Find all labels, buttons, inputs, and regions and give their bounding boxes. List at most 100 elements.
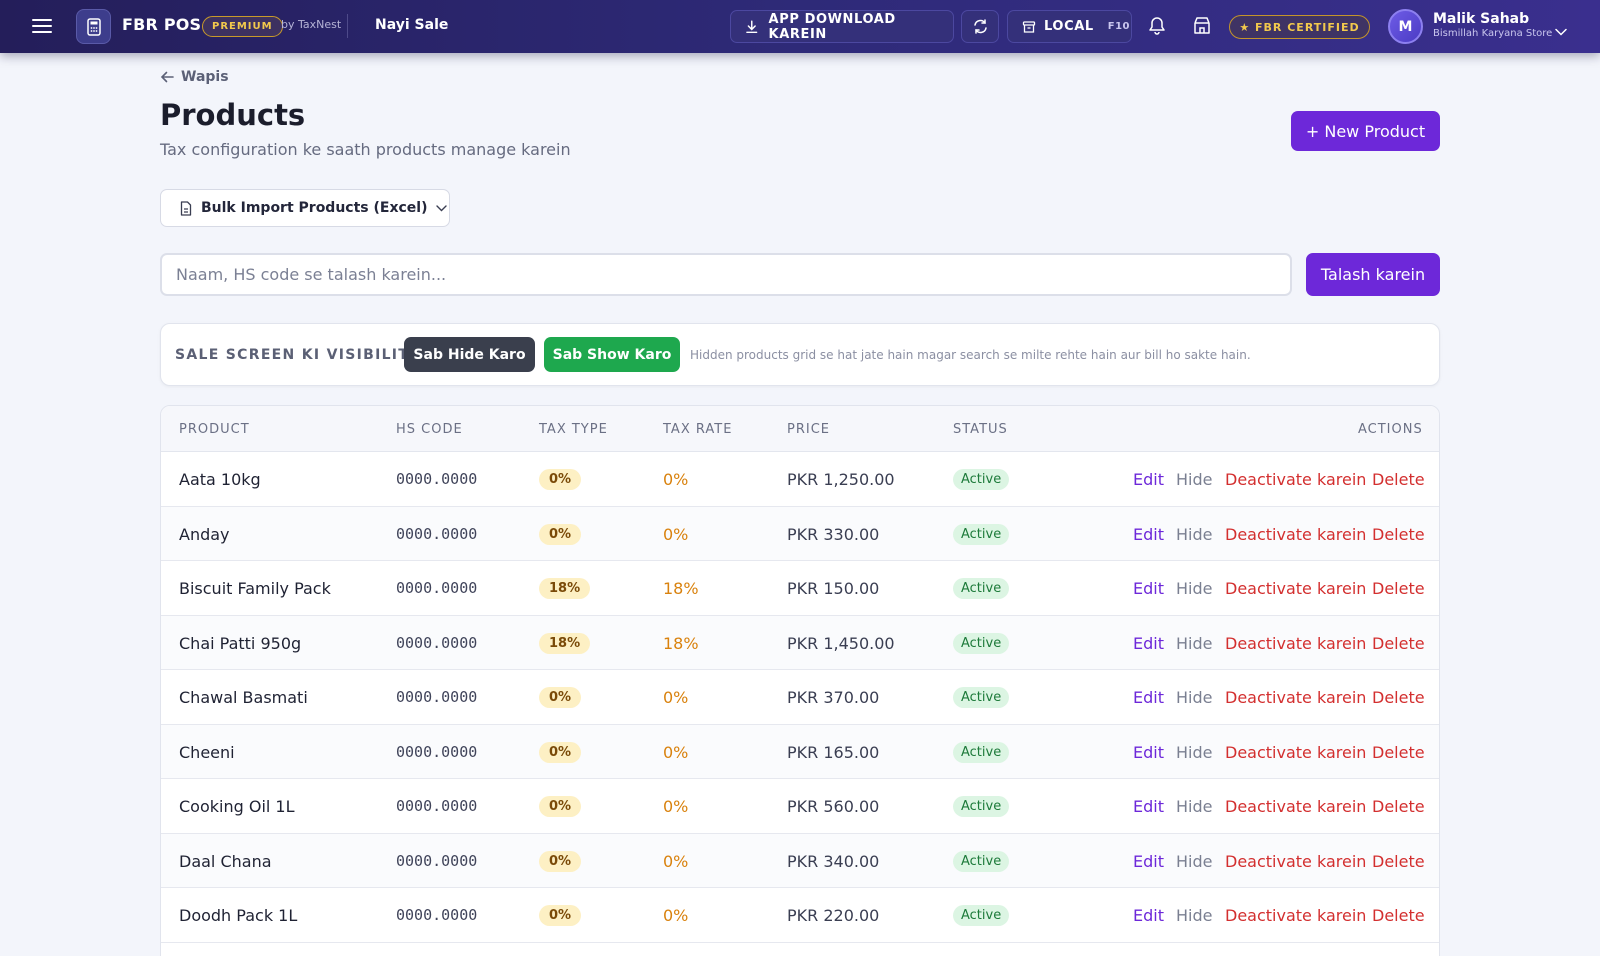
app-download-button[interactable]: APP DOWNLOAD KAREIN <box>730 10 954 43</box>
search-input[interactable] <box>160 253 1292 296</box>
tax-type-badge: 0% <box>539 741 582 763</box>
deactivate-button[interactable]: Deactivate karein <box>1225 633 1367 653</box>
tax-type-badge: 0% <box>539 469 582 490</box>
deactivate-button[interactable]: Deactivate karein <box>1225 524 1367 544</box>
back-label: Wapis <box>181 69 229 85</box>
show-all-button[interactable]: Sab Show Karo <box>544 337 680 372</box>
tax-type-badge: 0% <box>539 523 582 545</box>
page-title: Products <box>160 98 306 132</box>
table-row: Aata 10kg 0000.0000 0% 0% PKR 1,250.00 Active… <box>161 452 1439 507</box>
top-navigation-bar: FBR POS PREMIUM by TaxNest Nayi Sale APP… <box>0 0 1600 53</box>
status-badge: Active <box>953 741 1010 763</box>
visibility-hint: Hidden products grid se hat jate hain ma… <box>690 348 1251 362</box>
tax-rate: 0% <box>663 524 689 544</box>
edit-button[interactable]: Edit <box>1133 906 1164 925</box>
edit-button[interactable]: Edit <box>1133 688 1164 707</box>
chevron-down-icon[interactable] <box>1555 21 1567 40</box>
price: PKR 330.00 <box>787 524 880 544</box>
product-name: Chai Patti 950g <box>179 633 302 653</box>
hide-button[interactable]: Hide <box>1176 579 1213 598</box>
price: PKR 560.00 <box>787 797 880 816</box>
table-header: PRODUCT HS CODE TAX TYPE TAX RATE PRICE … <box>161 406 1439 452</box>
tax-type-badge: 18% <box>539 578 591 599</box>
tax-type-badge: 0% <box>539 905 582 926</box>
visibility-label: SALE SCREEN KI VISIBILITY <box>175 347 421 363</box>
hide-button[interactable]: Hide <box>1176 470 1213 489</box>
hide-button[interactable]: Hide <box>1176 797 1213 816</box>
new-product-button[interactable]: + New Product <box>1291 111 1440 151</box>
tax-rate: 0% <box>663 851 689 871</box>
hide-button[interactable]: Hide <box>1176 688 1213 707</box>
avatar[interactable]: M <box>1388 9 1423 44</box>
column-header-actions: ACTIONS <box>1358 422 1423 437</box>
app-download-label: APP DOWNLOAD KAREIN <box>768 11 896 42</box>
bell-icon[interactable] <box>1148 16 1166 40</box>
tax-type-badge: 0% <box>539 687 582 708</box>
product-name: Aata 10kg <box>179 470 261 489</box>
status-badge: Active <box>953 632 1010 654</box>
delete-button[interactable]: Delete <box>1372 579 1425 598</box>
fbr-certified-badge: ★ FBR CERTIFIED <box>1229 15 1370 39</box>
document-icon <box>180 200 192 216</box>
edit-button[interactable]: Edit <box>1133 851 1164 871</box>
tax-rate: 0% <box>663 797 689 816</box>
hide-button[interactable]: Hide <box>1176 906 1213 925</box>
hide-button[interactable]: Hide <box>1176 742 1213 762</box>
table-row: Doodh Pack 1L 0000.0000 0% 0% PKR 220.00 Acti… <box>161 888 1439 943</box>
tax-type-badge: 18% <box>539 632 591 654</box>
hide-button[interactable]: Hide <box>1176 633 1213 653</box>
deactivate-button[interactable]: Deactivate karein <box>1225 688 1367 707</box>
edit-button[interactable]: Edit <box>1133 524 1164 544</box>
chevron-down-icon <box>436 204 448 211</box>
status-badge: Active <box>953 578 1010 599</box>
deactivate-button[interactable]: Deactivate karein <box>1225 906 1367 925</box>
hide-button[interactable]: Hide <box>1176 524 1213 544</box>
product-name: Cheeni <box>179 742 235 762</box>
products-table: PRODUCT HS CODE TAX TYPE TAX RATE PRICE … <box>160 405 1440 956</box>
user-name[interactable]: Malik Sahab <box>1433 11 1530 27</box>
edit-button[interactable]: Edit <box>1133 742 1164 762</box>
delete-button[interactable]: Delete <box>1372 524 1425 544</box>
column-header-tax-type: TAX TYPE <box>539 422 608 437</box>
delete-button[interactable]: Delete <box>1372 797 1425 816</box>
price: PKR 370.00 <box>787 688 880 707</box>
deactivate-button[interactable]: Deactivate karein <box>1225 851 1367 871</box>
edit-button[interactable]: Edit <box>1133 797 1164 816</box>
deactivate-button[interactable]: Deactivate karein <box>1225 742 1367 762</box>
hide-button[interactable]: Hide <box>1176 851 1213 871</box>
delete-button[interactable]: Delete <box>1372 688 1425 707</box>
price: PKR 1,250.00 <box>787 470 895 489</box>
back-link[interactable]: Wapis <box>160 69 229 85</box>
sync-button[interactable] <box>961 10 999 43</box>
tax-rate: 0% <box>663 470 689 489</box>
delete-button[interactable]: Delete <box>1372 470 1425 489</box>
delete-button[interactable]: Delete <box>1372 633 1425 653</box>
hs-code: 0000.0000 <box>396 797 478 815</box>
brand-name: FBR POS <box>122 15 202 34</box>
column-header-price: PRICE <box>787 422 830 437</box>
price: PKR 165.00 <box>787 742 880 762</box>
local-mode-button[interactable]: LOCAL F10 <box>1007 10 1132 43</box>
local-mode-label: LOCAL <box>1044 19 1094 34</box>
bulk-import-dropdown[interactable]: Bulk Import Products (Excel) <box>160 189 450 227</box>
product-name: Cooking Oil 1L <box>179 797 295 816</box>
delete-button[interactable]: Delete <box>1372 851 1425 871</box>
delete-button[interactable]: Delete <box>1372 906 1425 925</box>
search-button[interactable]: Talash karein <box>1306 253 1440 296</box>
price: PKR 220.00 <box>787 906 880 925</box>
deactivate-button[interactable]: Deactivate karein <box>1225 579 1367 598</box>
nayi-sale-link[interactable]: Nayi Sale <box>375 17 449 33</box>
product-name: Doodh Pack 1L <box>179 906 298 925</box>
hs-code: 0000.0000 <box>396 851 478 870</box>
refresh-icon <box>973 19 987 34</box>
calculator-icon[interactable] <box>76 9 111 44</box>
delete-button[interactable]: Delete <box>1372 742 1425 762</box>
deactivate-button[interactable]: Deactivate karein <box>1225 797 1367 816</box>
edit-button[interactable]: Edit <box>1133 579 1164 598</box>
hide-all-button[interactable]: Sab Hide Karo <box>404 337 535 372</box>
edit-button[interactable]: Edit <box>1133 633 1164 653</box>
deactivate-button[interactable]: Deactivate karein <box>1225 470 1367 489</box>
edit-button[interactable]: Edit <box>1133 470 1164 489</box>
store-icon[interactable] <box>1193 16 1211 39</box>
hamburger-menu-icon[interactable] <box>32 16 52 36</box>
